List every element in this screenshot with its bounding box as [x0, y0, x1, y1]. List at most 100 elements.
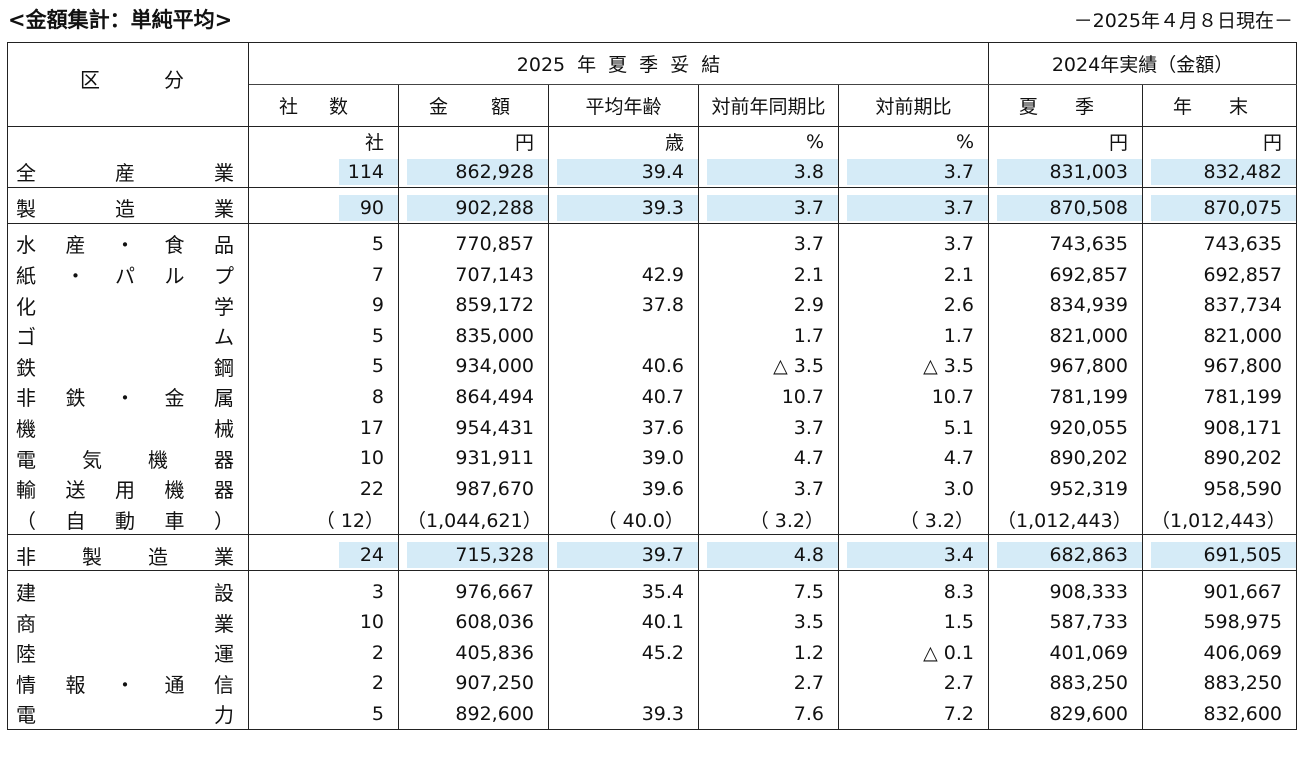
value-cell: △ 3.5 — [698, 351, 839, 382]
header-kubun-char: 分 — [164, 68, 184, 92]
value-text: 598,975 — [1203, 611, 1283, 634]
value-text: △ 3.5 — [923, 355, 975, 378]
value-text: 406,069 — [1203, 641, 1283, 664]
value-cell: 39.0 — [548, 442, 699, 474]
header-col-summer: 夏季 — [988, 84, 1144, 127]
row-label-char: 報 — [65, 672, 86, 697]
value-text: 832,600 — [1203, 702, 1283, 725]
row-label-char: 送 — [65, 478, 86, 503]
unit-cell: 円 — [398, 126, 549, 157]
value-text: 608,036 — [455, 611, 534, 634]
value-text: 2.9 — [793, 294, 824, 317]
header-col-amount: 金額 — [398, 84, 549, 127]
value-cell: 907,250 — [398, 668, 549, 699]
row-label: 非 鉄 ・ 金 属 — [7, 381, 249, 413]
row-label-char: 食 — [164, 233, 185, 258]
value-cell: 10.7 — [698, 381, 839, 413]
value-text: 883,250 — [1203, 672, 1283, 695]
row-label-char: 全 — [16, 161, 36, 186]
value-text: 707,143 — [455, 263, 534, 286]
row-label: 化学 — [7, 289, 249, 321]
value-text: 7.2 — [943, 702, 975, 725]
value-cell: 3.7 — [698, 228, 839, 260]
row-label-char: ゴ — [16, 325, 36, 350]
value-text: 987,670 — [455, 477, 534, 500]
row-label-char: 業 — [214, 544, 234, 569]
value-text: 39.4 — [557, 158, 698, 185]
value-cell: 2.7 — [838, 668, 990, 699]
value-cell: 5 — [248, 228, 399, 260]
value-text: 39.6 — [641, 477, 684, 500]
value-text: 821,000 — [1203, 324, 1283, 347]
row-label-char: 業 — [214, 197, 234, 222]
value-text: 1.5 — [943, 611, 975, 634]
value-text: 1.7 — [793, 324, 824, 347]
row-label-char: 水 — [16, 233, 36, 258]
value-text: 9 — [371, 294, 384, 317]
section-divider — [7, 186, 1298, 193]
value-cell: 890,202 — [988, 442, 1144, 474]
row-label: 輸送用機器 — [7, 473, 249, 505]
value-text: 587,733 — [1049, 611, 1129, 634]
row-label-char: 商 — [16, 611, 36, 636]
row-label-char: ） — [214, 508, 234, 533]
row-label-char: ・ — [115, 386, 135, 411]
value-cell: 10.7 — [838, 381, 990, 413]
value-cell: 954,431 — [398, 412, 549, 443]
section-divider — [7, 570, 1298, 577]
value-text: 3.0 — [943, 477, 975, 500]
value-cell: 920,055 — [988, 412, 1144, 443]
value-cell: （ 40.0） — [548, 504, 699, 535]
value-cell: 405,836 — [398, 637, 549, 668]
value-cell: 1.2 — [698, 637, 839, 668]
row-label-char: 通 — [164, 672, 185, 697]
row-label-char: 学 — [214, 294, 234, 319]
row-label-char: 運 — [214, 642, 234, 667]
value-cell: 8.3 — [838, 576, 990, 607]
value-cell: 952,319 — [988, 473, 1144, 505]
value-cell: 892,600 — [398, 698, 549, 730]
row-label: （ 自 動 車 ） — [7, 504, 249, 535]
value-text: 2.1 — [793, 263, 824, 286]
value-cell: 859,172 — [398, 289, 549, 321]
row-label: 鉄鋼 — [7, 351, 249, 382]
industry-row: 建設 3 976,667 35.4 7.5 8.3 908,333 901,667 — [7, 576, 1298, 607]
value-cell: 3.7 — [838, 192, 990, 224]
value-cell: 821,000 — [988, 320, 1144, 352]
row-label-char: ・ — [65, 264, 86, 289]
value-cell: 1.5 — [838, 606, 990, 638]
row-label-char: ル — [164, 264, 185, 289]
value-cell: 3.5 — [698, 606, 839, 638]
unit-cell: 円 — [1142, 126, 1298, 157]
value-cell: 934,000 — [398, 351, 549, 382]
value-cell: （1,012,443） — [988, 504, 1144, 535]
industry-row: ゴム 5 835,000 1.7 1.7 821,000 821,000 — [7, 320, 1298, 352]
value-text: 870,075 — [1151, 194, 1296, 221]
value-cell: △ 3.5 — [838, 351, 990, 382]
value-cell: 707,143 — [398, 259, 549, 290]
industry-row: 商業 10 608,036 40.1 3.5 1.5 587,733 598,975 — [7, 606, 1298, 638]
value-cell: 837,734 — [1142, 289, 1298, 321]
header-col-companies: 社数 — [248, 84, 399, 127]
value-cell: 114 — [248, 156, 399, 188]
value-text: 90 — [339, 194, 398, 221]
value-cell — [548, 320, 699, 352]
value-text: 10 — [359, 611, 384, 634]
row-label: ゴム — [7, 320, 249, 352]
value-text: 901,667 — [1203, 580, 1283, 603]
industry-row: 電 気 機 器 10 931,911 39.0 4.7 4.7 890,202 890,202 — [7, 442, 1298, 474]
value-cell: 692,857 — [988, 259, 1144, 290]
value-cell: 743,635 — [1142, 228, 1298, 260]
value-cell: 39.3 — [548, 192, 699, 224]
value-text: 3.7 — [847, 194, 988, 221]
value-text: 40.7 — [641, 385, 684, 408]
value-cell: 4.7 — [838, 442, 990, 474]
value-text: 405,836 — [455, 641, 534, 664]
value-cell: 7.5 — [698, 576, 839, 607]
value-text: （ 40.0） — [597, 509, 684, 532]
value-text: 2.1 — [943, 263, 975, 286]
value-text: 691,505 — [1151, 542, 1296, 569]
value-cell: 37.8 — [548, 289, 699, 321]
value-text: 4.7 — [943, 447, 975, 470]
value-text: 934,000 — [455, 355, 534, 378]
